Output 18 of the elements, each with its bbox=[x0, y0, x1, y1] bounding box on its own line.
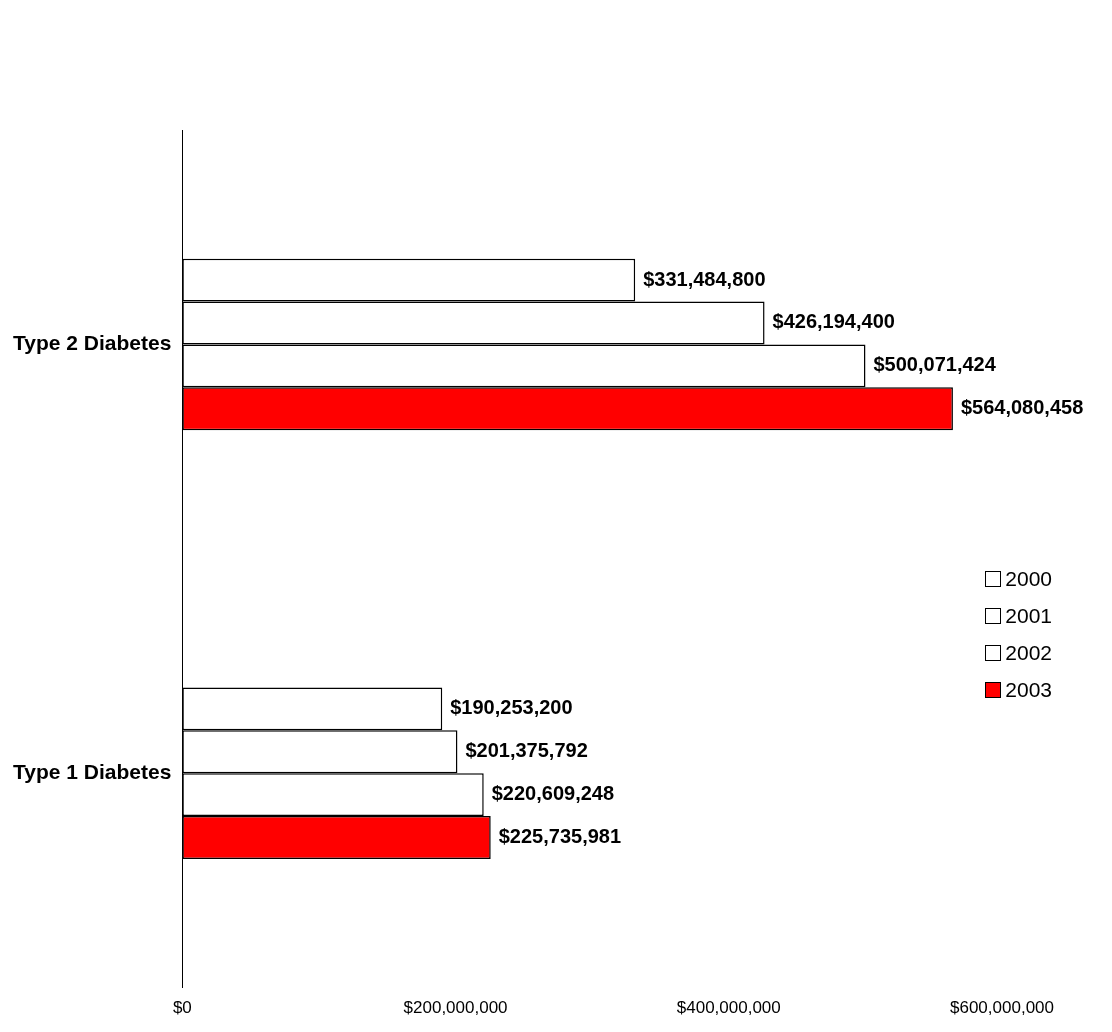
data-label: $190,253,200 bbox=[450, 696, 573, 719]
x-tick-label: $600,000,000 bbox=[950, 998, 1054, 1018]
text: 2000 bbox=[1005, 566, 1052, 591]
data-label: $331,484,800 bbox=[643, 267, 766, 290]
x-tick-label: $400,000,000 bbox=[676, 998, 781, 1018]
x-tick-label: $0 bbox=[172, 998, 192, 1018]
data-label: $564,080,458 bbox=[960, 396, 1084, 419]
data-label: $225,735,981 bbox=[498, 825, 622, 848]
data-label: $426,194,400 bbox=[772, 310, 895, 333]
y-tick-label: Type 1 Diabetes bbox=[13, 760, 172, 783]
data-label: $500,071,424 bbox=[873, 353, 997, 376]
text: 2001 bbox=[1005, 603, 1052, 628]
data-label: $220,609,248 bbox=[491, 782, 615, 805]
y-tick-label: Type 2 Diabetes bbox=[13, 331, 172, 355]
text: 2002 bbox=[1005, 640, 1052, 665]
x-tick-label: $200,000,000 bbox=[403, 998, 508, 1018]
legend-label: 2003 bbox=[1005, 677, 1052, 702]
data-label: $201,375,792 bbox=[465, 739, 588, 762]
